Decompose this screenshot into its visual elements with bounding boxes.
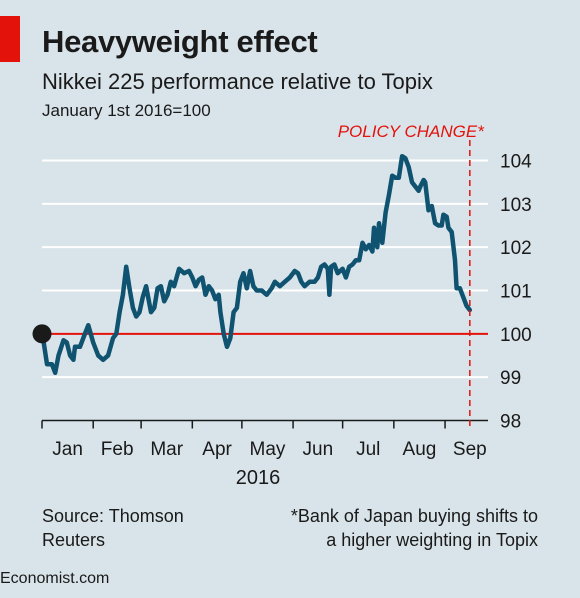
source-note: Source: Thomson Reuters — [42, 504, 242, 552]
y-tick-label-104: 104 — [500, 152, 532, 173]
y-tick-label-100: 100 — [500, 325, 532, 346]
x-tick-label-jul: Jul — [356, 439, 380, 460]
x-tick-label-jun: Jun — [303, 439, 334, 460]
y-tick-label-99: 99 — [500, 368, 521, 389]
series-layer — [32, 153, 473, 376]
source-line-1: Source: Thomson — [42, 506, 184, 526]
x-tick-label-aug: Aug — [403, 439, 437, 460]
y-tick-label-101: 101 — [500, 282, 532, 303]
chart-subtitle: Nikkei 225 performance relative to Topix — [42, 69, 433, 94]
policy-change-label: POLICY CHANGE* — [338, 122, 486, 141]
annotation-layer: POLICY CHANGE* — [338, 122, 486, 429]
brand-red-tab — [0, 16, 20, 62]
x-tick-label-apr: Apr — [202, 439, 232, 460]
footnote-line-2: a higher weighting in Topix — [326, 530, 538, 550]
x-tick-label-sep: Sep — [453, 439, 487, 460]
unit-label: January 1st 2016=100 — [42, 101, 211, 120]
x-tick-label-feb: Feb — [101, 439, 134, 460]
brand-label: Economist.com — [0, 570, 110, 587]
footnote: *Bank of Japan buying shifts to a higher… — [238, 504, 538, 552]
x-axis-year-label: 2016 — [236, 467, 281, 489]
x-tick-label-jan: Jan — [52, 439, 83, 460]
y-tick-label-98: 98 — [500, 412, 521, 433]
y-tick-label-103: 103 — [500, 195, 532, 216]
x-tick-label-mar: Mar — [150, 439, 183, 460]
chart-title: Heavyweight effect — [42, 24, 318, 59]
series-line-0 — [39, 153, 473, 376]
footnote-line-1: *Bank of Japan buying shifts to — [290, 506, 538, 526]
gridlines — [42, 159, 488, 379]
series-start-point — [32, 324, 52, 344]
axes: 98 99 100 101 102 103 104 Jan Feb Mar Apr May Jun Jul… — [41, 152, 532, 489]
source-line-2: Reuters — [42, 530, 106, 550]
y-tick-label-102: 102 — [500, 238, 532, 259]
x-tick-label-may: May — [250, 439, 286, 460]
